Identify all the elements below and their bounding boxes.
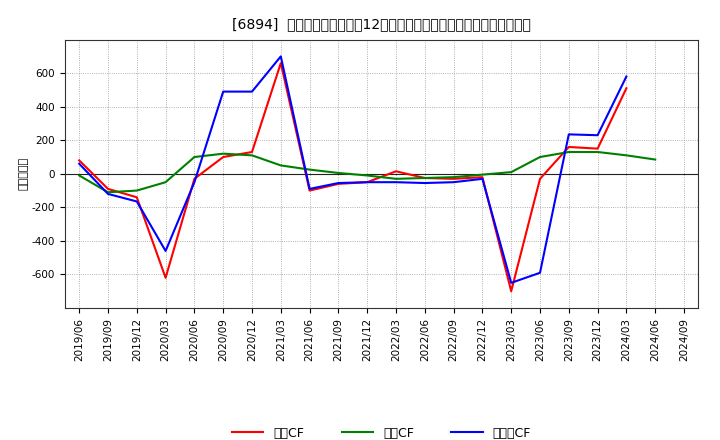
営業CF bbox=[161, 275, 170, 280]
投資CF bbox=[478, 172, 487, 177]
投資CF bbox=[161, 180, 170, 185]
投資CF bbox=[334, 170, 343, 176]
Line: 投資CF: 投資CF bbox=[79, 152, 655, 192]
投資CF bbox=[276, 163, 285, 168]
投資CF bbox=[104, 190, 112, 195]
営業CF bbox=[420, 176, 429, 181]
フリーCF bbox=[363, 180, 372, 185]
投資CF bbox=[190, 154, 199, 160]
営業CF bbox=[478, 175, 487, 180]
営業CF bbox=[276, 60, 285, 66]
投資CF bbox=[622, 153, 631, 158]
投資CF bbox=[536, 154, 544, 160]
フリーCF bbox=[507, 280, 516, 286]
フリーCF bbox=[334, 180, 343, 186]
フリーCF bbox=[219, 89, 228, 94]
営業CF bbox=[190, 176, 199, 181]
営業CF bbox=[132, 194, 141, 200]
投資CF bbox=[132, 188, 141, 193]
営業CF bbox=[449, 176, 458, 181]
営業CF bbox=[248, 149, 256, 154]
投資CF bbox=[593, 149, 602, 154]
フリーCF bbox=[132, 199, 141, 204]
フリーCF bbox=[536, 270, 544, 275]
フリーCF bbox=[622, 74, 631, 79]
営業CF bbox=[507, 289, 516, 294]
フリーCF bbox=[392, 180, 400, 185]
Line: 営業CF: 営業CF bbox=[79, 63, 626, 291]
フリーCF bbox=[161, 248, 170, 253]
フリーCF bbox=[478, 176, 487, 181]
営業CF bbox=[219, 154, 228, 160]
Legend: 営業CF, 投資CF, フリーCF: 営業CF, 投資CF, フリーCF bbox=[228, 422, 536, 440]
営業CF bbox=[334, 181, 343, 187]
フリーCF bbox=[564, 132, 573, 137]
営業CF bbox=[104, 186, 112, 191]
フリーCF bbox=[593, 132, 602, 138]
フリーCF bbox=[449, 180, 458, 185]
フリーCF bbox=[248, 89, 256, 94]
Title: [6894]  キャッシュフローの12か月移動合計の対前年同期増減額の推移: [6894] キャッシュフローの12か月移動合計の対前年同期増減額の推移 bbox=[232, 18, 531, 32]
投資CF bbox=[507, 169, 516, 175]
投資CF bbox=[449, 175, 458, 180]
投資CF bbox=[248, 153, 256, 158]
営業CF bbox=[622, 86, 631, 91]
Line: フリーCF: フリーCF bbox=[79, 56, 626, 283]
投資CF bbox=[651, 157, 660, 162]
営業CF bbox=[363, 180, 372, 185]
営業CF bbox=[392, 169, 400, 174]
フリーCF bbox=[75, 161, 84, 166]
投資CF bbox=[305, 167, 314, 172]
投資CF bbox=[420, 176, 429, 181]
フリーCF bbox=[276, 54, 285, 59]
フリーCF bbox=[305, 186, 314, 191]
投資CF bbox=[219, 151, 228, 156]
Y-axis label: （百万円）: （百万円） bbox=[19, 157, 29, 191]
営業CF bbox=[536, 176, 544, 181]
営業CF bbox=[593, 146, 602, 151]
投資CF bbox=[392, 176, 400, 181]
投資CF bbox=[75, 173, 84, 178]
営業CF bbox=[564, 144, 573, 150]
投資CF bbox=[363, 173, 372, 178]
営業CF bbox=[75, 158, 84, 163]
投資CF bbox=[564, 149, 573, 154]
フリーCF bbox=[104, 191, 112, 197]
営業CF bbox=[305, 188, 314, 193]
フリーCF bbox=[190, 180, 199, 185]
フリーCF bbox=[420, 180, 429, 186]
